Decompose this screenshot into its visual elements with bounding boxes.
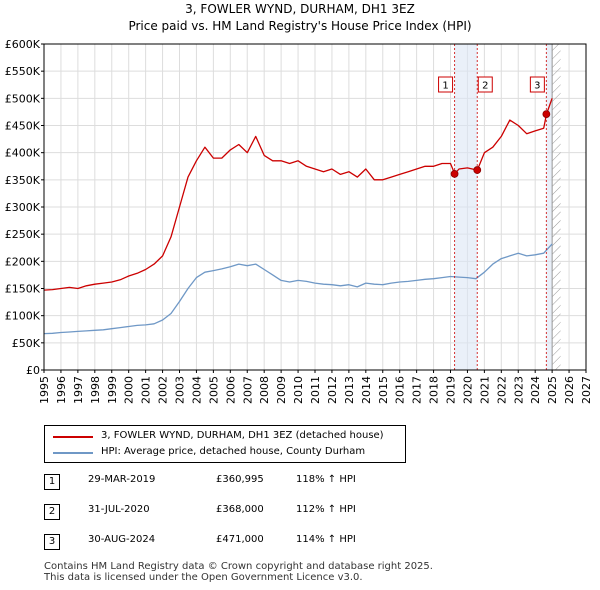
x-tick-label: 2024 [529,376,542,404]
x-tick-label: 2012 [326,376,339,404]
x-tick-label: 1995 [38,376,51,404]
x-tick-label: 2014 [360,376,373,404]
x-tick-label: 2007 [241,376,254,404]
y-tick-label: £400K [5,147,41,160]
y-tick-label: £200K [5,255,41,268]
footer-attribution: Contains HM Land Registry data © Crown c… [44,561,584,583]
x-tick-label: 2009 [275,376,288,404]
x-tick-label: 2018 [428,376,441,404]
x-tick-label: 2000 [123,376,136,404]
x-tick-label: 2022 [495,376,508,404]
x-tick-label: 1998 [89,376,102,404]
x-tick-label: 2011 [309,376,322,404]
x-tick-label: 2016 [394,376,407,404]
footer-line-2: This data is licensed under the Open Gov… [44,572,363,583]
chart-subtitle: Price paid vs. HM Land Registry's House … [128,19,472,33]
x-tick-label: 2010 [292,376,305,404]
sale-1-label-frame [438,76,454,93]
sale-3-label-text: 3 [534,81,540,92]
price-chart: 1 2 3 £0 £50K £100K £150K £200K £250K £300K £350K… [5,38,593,404]
chart-title: 3, FOWLER WYND, DURHAM, DH1 3EZ [185,2,415,16]
legend-label-property: 3, FOWLER WYND, DURHAM, DH1 3EZ (detache… [101,430,384,441]
y-tick-label: £250K [5,228,41,241]
sale-hpi: 112% ↑ HPI [296,504,356,515]
sale-row: 3 30-AUG-2024 £471,000 114% ↑ HPI [44,532,424,554]
sale-1-point [450,169,459,178]
sale-3-label-frame [529,76,545,93]
x-tick-label: 2017 [411,376,424,404]
sale-2-label-box: 2 [477,76,493,93]
legend-swatch-property [53,436,93,438]
sale-row: 2 31-JUL-2020 £368,000 112% ↑ HPI [44,502,424,524]
x-tick-label: 1997 [72,376,85,404]
sale-hpi: 118% ↑ HPI [296,474,356,485]
y-tick-label: £550K [5,65,41,78]
legend-swatch-hpi [53,452,93,454]
y-tick-label: £600K [5,38,41,51]
x-tick-label: 2008 [258,376,271,404]
x-tick-label: 1999 [106,376,119,404]
x-tick-label: 2025 [546,376,559,404]
sale-period-shade [454,44,478,370]
sale-3-label-box: 3 [529,76,545,93]
y-tick-label: £100K [5,310,41,323]
x-tick-label: 2023 [512,376,525,404]
sale-date: 29-MAR-2019 [88,474,156,485]
y-tick-label: £450K [5,120,41,133]
y-tick-label: £0 [26,364,40,377]
x-tick-label: 2004 [190,376,203,404]
sale-hpi: 114% ↑ HPI [296,534,356,545]
y-tick-label: £150K [5,283,41,296]
sale-price: £368,000 [216,504,264,515]
sale-number-badge: 1 [44,474,60,490]
sale-3-point [542,110,551,118]
legend: 3, FOWLER WYND, DURHAM, DH1 3EZ (detache… [44,425,406,463]
x-tick-label: 2020 [461,376,474,404]
x-tick-label: 2005 [207,376,220,404]
hpi-line [43,243,553,335]
x-tick-label: 2019 [445,376,458,404]
y-tick-label: £500K [5,92,41,105]
x-tick-label: 2021 [478,376,491,404]
x-tick-label: 2002 [157,376,170,404]
sale-number-badge: 2 [44,504,60,520]
x-tick-label: 2013 [343,376,356,404]
x-tick-label: 2001 [140,376,153,404]
y-tick-label: £50K [12,337,41,350]
sale-1-label-text: 1 [442,81,448,92]
x-tick-label: 2015 [377,376,390,404]
y-tick-label: £350K [5,174,41,187]
future-hatch-region [552,44,561,370]
legend-item-property: 3, FOWLER WYND, DURHAM, DH1 3EZ (detache… [45,429,405,445]
sale-date: 31-JUL-2020 [88,504,150,515]
y-tick-label: £300K [5,201,41,214]
x-tick-label: 2003 [174,376,187,404]
x-tick-label: 2006 [224,376,237,404]
sale-2-label-text: 2 [482,81,488,92]
legend-item-hpi: HPI: Average price, detached house, Coun… [45,445,405,461]
x-tick-label: 1996 [55,376,68,404]
x-tick-label: 2026 [563,376,576,404]
sale-price: £360,995 [216,474,264,485]
sale-date: 30-AUG-2024 [88,534,156,545]
x-tick-label: 2027 [580,376,593,404]
sale-number-badge: 3 [44,534,60,550]
sale-1-label-box: 1 [438,76,454,93]
sale-2-point [473,166,482,174]
footer-line-1: Contains HM Land Registry data © Crown c… [44,561,433,572]
sale-row: 1 29-MAR-2019 £360,995 118% ↑ HPI [44,472,424,494]
sale-2-label-frame [477,76,493,93]
sale-price: £471,000 [216,534,264,545]
sale-period-shade [546,44,553,370]
legend-label-hpi: HPI: Average price, detached house, Coun… [101,446,366,457]
